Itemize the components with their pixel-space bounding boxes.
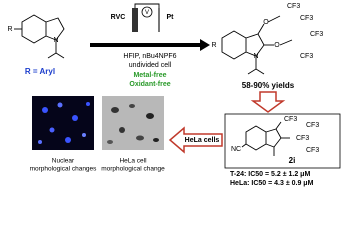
substituent: R [7,26,12,33]
activity: HeLa: IC50 = 4.3 ± 0.9 μM [230,180,314,187]
group: CF3 [310,31,323,38]
compound-structure [241,121,290,156]
atom: N [53,37,58,44]
reaction-arrow [90,39,210,51]
reactant-structure [14,14,65,59]
group: CF3 [284,116,297,123]
group: CF3 [300,53,313,60]
substituent: NC [231,146,241,153]
caption: morphological changes [30,166,98,173]
atom: N [253,53,258,60]
group: CF3 [287,3,300,10]
feature: Metal-free [133,72,166,79]
solvent: HFIP, nBu4NPF6 [123,53,176,60]
oxygen: O [274,42,280,49]
caption: Nuclear [52,158,75,165]
group: CF3 [296,135,309,142]
image-nuclear [32,96,94,150]
caption: morphological change [101,166,165,173]
oxygen: O [263,19,269,26]
group: CF3 [306,122,319,129]
cathode: Pt [167,14,175,21]
product-structure [221,15,293,75]
substituent: R [211,42,216,49]
meter: V [145,10,149,16]
activity: T-24: IC50 = 5.2 ± 1.2 μM [230,171,310,178]
assay-label: HeLa cells [185,137,220,144]
group: CF3 [300,15,313,22]
yield: 58-90% yields [242,81,295,90]
down-arrow [250,91,286,113]
caption: HeLa cell [119,158,147,165]
left-arrow [168,126,223,154]
graphical-abstract: R N R = Aryl RVC Pt V HFIP, nBu4NPF6 und… [7,3,341,187]
compound-label: 2i [289,156,296,165]
image-hela [102,96,164,150]
group: CF3 [306,147,319,154]
compound-box [224,113,341,169]
cell: undivided cell [129,62,172,69]
note: R = Aryl [25,67,55,76]
feature: Oxidant-free [129,81,170,88]
electrode-setup [132,3,160,32]
anode: RVC [111,14,126,21]
